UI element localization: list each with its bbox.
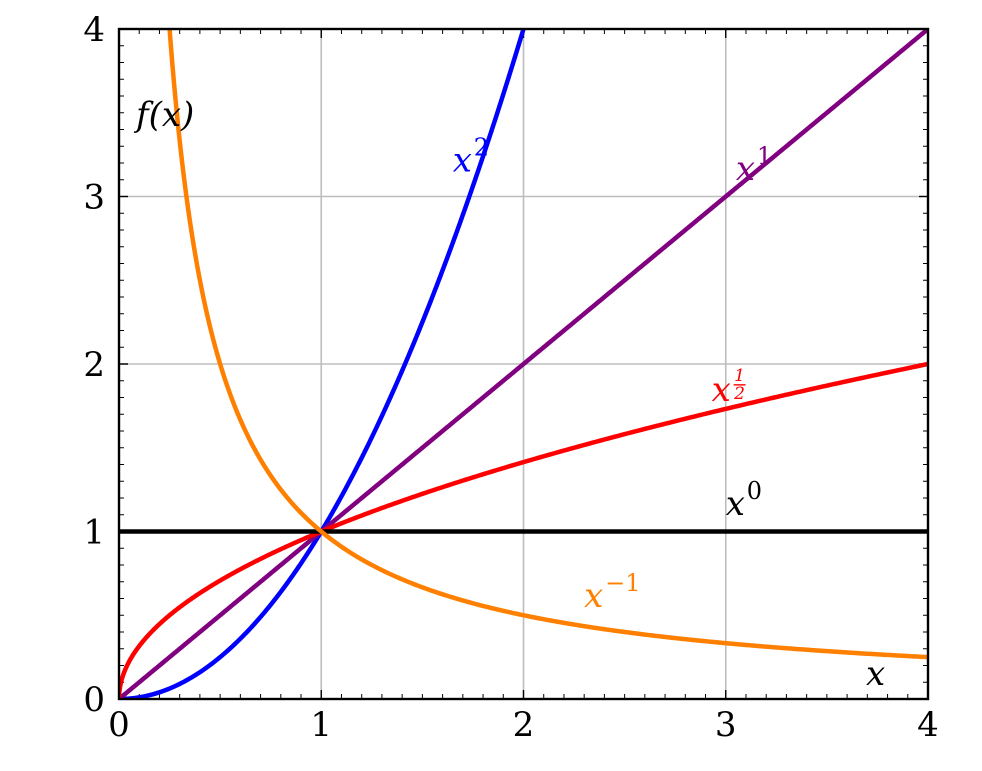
series-label-exp: 2 [474,133,489,161]
series-label-exp: 0 [747,477,762,505]
x-tick-label: 2 [513,705,535,745]
series-label-base: x [726,484,745,524]
series-label-base: x [584,576,603,616]
x-axis-label: x [866,654,885,694]
series-line-0 [119,29,526,699]
series-label-exp-num: 1 [734,366,745,386]
y-tick-label: 1 [83,513,105,553]
y-tick-label: 0 [83,680,105,720]
series-line-1 [119,29,928,699]
series-label-exp-den: 2 [733,384,745,404]
series-label-base: x [736,149,755,189]
x-tick-label: 3 [715,705,737,745]
series-label-exp: −1 [605,569,640,597]
plot-frame [117,27,930,701]
x-tick-label: 0 [108,705,130,745]
series-label-base: x [712,370,731,410]
x-tick-label: 1 [310,705,332,745]
x-tick-label: 4 [917,705,939,745]
series-line-4 [167,29,928,660]
y-tick-label: 2 [83,345,105,385]
curves [119,29,928,699]
series-label-exp: 1 [757,142,772,170]
y-axis-label: f(x) [133,95,194,135]
y-tick-label: 4 [83,10,105,50]
series-label-base: x [453,140,472,180]
series-label-2: x 12 [712,366,746,410]
y-tick-label: 3 [83,178,105,218]
curve-labels: x 2x 1x 12x 0x −1 [453,133,772,616]
series-label-4: x −1 [584,569,640,616]
